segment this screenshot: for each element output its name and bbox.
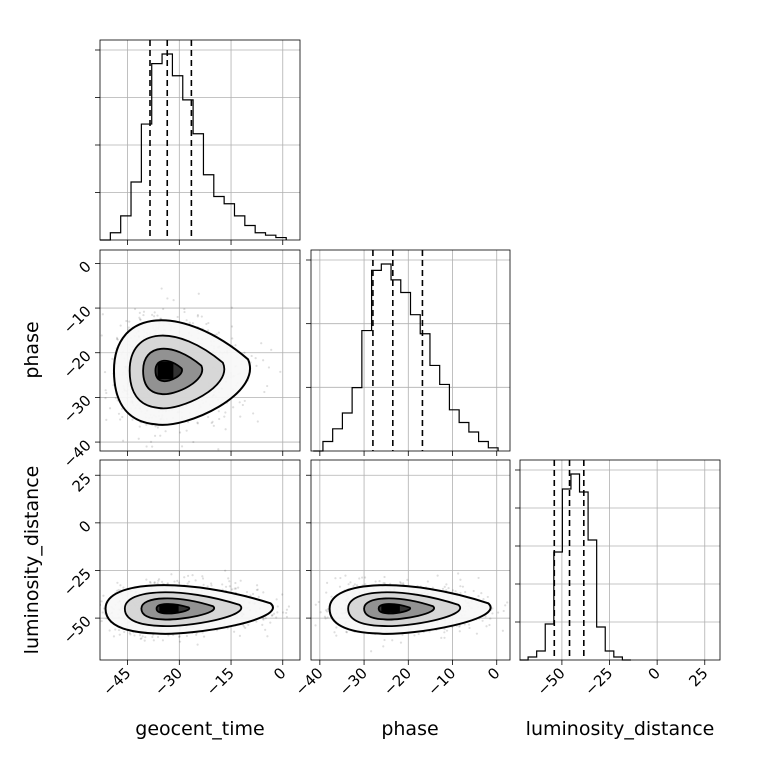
panel-hist-geocent_time [99,39,301,241]
histogram-geocent_time [100,53,287,241]
xtick-label-geocent_time-1: −30 [151,664,186,699]
panel-scatter-geocent_time-phase [99,249,301,452]
ytick-label-phase-0: −40 [60,436,95,471]
xlabel-geocent_time: geocent_time [135,718,264,740]
histogram-phase [313,263,499,452]
xtick-label-phase-3: −10 [424,664,459,699]
density-peak [157,362,174,380]
xtick-label-phase-2: −20 [380,664,415,699]
xtick-label-phase-0: −40 [292,664,327,699]
xtick-label-geocent_time-0: −45 [99,664,134,699]
density-peak [381,604,400,613]
xtick-label-luminosity_distance-2: 0 [644,664,663,683]
ytick-label-luminosity_distance-3: −50 [60,612,95,647]
panel-scatter-phase-luminosity_distance [310,459,511,661]
ytick-label-luminosity_distance-0: 25 [69,469,95,495]
ytick-label-phase-2: −20 [60,347,95,382]
ytick-label-phase-1: −30 [60,392,95,427]
scatter-geocent_time-luminosity_distance [100,569,291,646]
xtick-label-luminosity_distance-0: −50 [534,664,569,699]
density-peak [159,604,179,613]
xtick-label-geocent_time-3: 0 [270,664,289,683]
panels-layer: −45 −30 −15 0 −40 −30 −20 −10 0 −50 −25 0 25−40−30−2… [60,39,721,699]
scatter-geocent_time-phase [100,287,282,451]
xtick-label-phase-1: −30 [336,664,371,699]
ytick-label-phase-4: 0 [75,258,94,277]
ylabel-phase: phase [21,321,43,378]
ytick-label-luminosity_distance-2: −25 [60,565,95,600]
xlabel-luminosity_distance: luminosity_distance [526,718,715,740]
xtick-label-geocent_time-2: −15 [203,664,238,699]
scatter-phase-luminosity_distance [314,572,509,653]
ytick-label-luminosity_distance-1: 0 [75,517,94,536]
ylabel-luminosity_distance: luminosity_distance [21,466,43,655]
histogram-luminosity_distance [519,473,631,661]
xtick-label-luminosity_distance-3: 25 [685,664,711,690]
ytick-label-phase-3: −10 [60,302,95,337]
panel-hist-luminosity_distance [519,459,721,661]
xlabel-phase: phase [381,718,438,740]
xtick-label-luminosity_distance-1: −25 [581,664,616,699]
panel-hist-phase [310,249,511,452]
panel-scatter-geocent_time-luminosity_distance [99,459,301,661]
xtick-label-phase-4: 0 [484,664,503,683]
